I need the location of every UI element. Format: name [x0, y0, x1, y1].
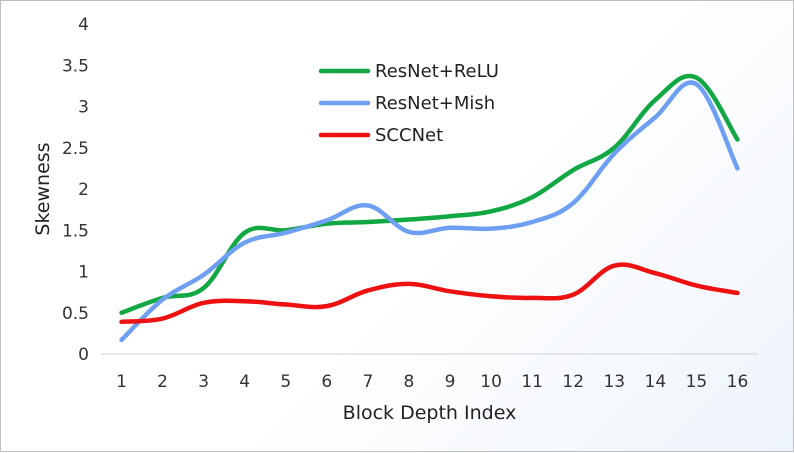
x-tick-label: 8 [404, 372, 415, 392]
x-axis-title: Block Depth Index [343, 402, 517, 424]
y-tick-label: 0.5 [62, 304, 89, 324]
y-tick-label: 1 [78, 263, 89, 283]
y-tick-label: 1.5 [62, 221, 89, 241]
series-layer [119, 73, 740, 343]
y-axis-title: Skewness [32, 142, 54, 235]
x-tick-label: 1 [116, 372, 127, 392]
y-tick-label: 2 [78, 180, 89, 200]
x-tick-label: 6 [321, 372, 332, 392]
x-tick-label: 15 [686, 372, 708, 392]
legend-label: ResNet+Mish [375, 93, 495, 114]
x-axis-ticks: 1 2 3 4 5 6 7 8 9 10 11 12 13 14 15 16 [116, 372, 748, 392]
x-tick-label: 10 [480, 372, 502, 392]
series-line-1 [119, 80, 740, 343]
y-tick-label: 2.5 [62, 139, 89, 159]
x-tick-label: 9 [445, 372, 456, 392]
x-tick-label: 7 [362, 372, 373, 392]
x-tick-label: 2 [157, 372, 168, 392]
y-tick-label: 3.5 [62, 56, 89, 76]
x-tick-label: 12 [562, 372, 584, 392]
y-axis-ticks: 0 0.5 1 1.5 2 2.5 3 3.5 4 [62, 15, 89, 365]
x-tick-label: 14 [645, 372, 667, 392]
legend: ResNet+ReLU ResNet+Mish SCCNet [318, 61, 499, 146]
x-tick-label: 3 [198, 372, 209, 392]
x-tick-label: 4 [239, 372, 250, 392]
y-tick-label: 0 [78, 345, 89, 365]
y-tick-label: 4 [78, 15, 89, 35]
series-line-2 [119, 262, 740, 325]
x-tick-label: 5 [280, 372, 291, 392]
x-tick-label: 11 [521, 372, 543, 392]
legend-label: SCCNet [375, 125, 443, 146]
x-tick-label: 16 [727, 372, 749, 392]
legend-label: ResNet+ReLU [375, 61, 499, 82]
x-tick-label: 13 [603, 372, 625, 392]
y-tick-label: 3 [78, 98, 89, 118]
